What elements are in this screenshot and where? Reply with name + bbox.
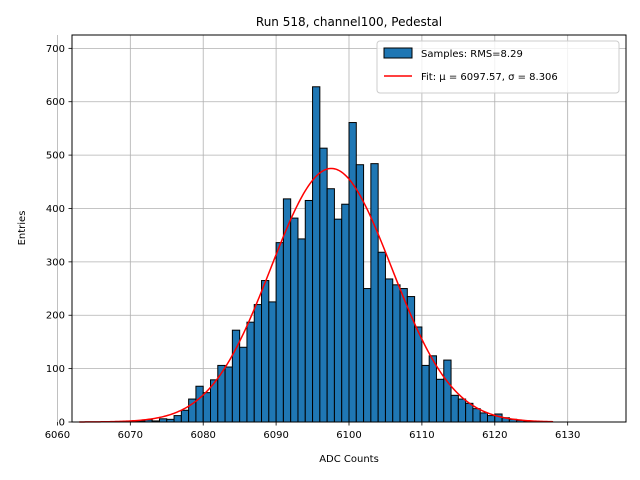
histogram-bar xyxy=(180,409,190,423)
y-tick-label: 200 xyxy=(46,311,65,322)
x-tick-label: 6060 xyxy=(45,430,70,441)
y-tick-label: 400 xyxy=(46,204,65,215)
histogram-bar xyxy=(253,304,263,423)
histogram-bar xyxy=(428,355,437,423)
histogram-bar xyxy=(384,278,394,423)
histogram-bar xyxy=(487,415,496,423)
histogram-bar xyxy=(326,188,335,423)
legend-fit-label: Fit: μ = 6097.57, σ = 8.306 xyxy=(421,72,558,83)
histogram-bars xyxy=(115,86,540,423)
histogram-bar xyxy=(319,147,328,423)
histogram-bar xyxy=(450,394,459,423)
histogram-bar xyxy=(202,392,211,423)
chart-title: Run 518, channel100, Pedestal xyxy=(256,15,442,29)
y-tick-label: 0 xyxy=(59,418,65,429)
y-tick-label: 500 xyxy=(46,151,65,162)
y-tick-label: 700 xyxy=(46,44,65,55)
histogram-bar xyxy=(457,398,467,423)
histogram-bar xyxy=(341,203,350,423)
histogram-bar xyxy=(472,408,481,423)
legend-box xyxy=(376,40,620,94)
legend: Samples: RMS=8.29 Fit: μ = 6097.57, σ = … xyxy=(376,40,620,94)
y-tick-label: 300 xyxy=(46,257,65,268)
fit-curve-group xyxy=(79,167,554,423)
legend-histogram-label: Samples: RMS=8.29 xyxy=(421,49,523,60)
histogram-bar xyxy=(399,288,408,423)
histogram-bar xyxy=(290,217,299,423)
x-axis-ticks: 6060 6070 6080 6090 6100 6110 6120 6130 xyxy=(45,422,580,441)
x-tick-label: 6090 xyxy=(263,430,288,441)
histogram-bar xyxy=(304,199,314,423)
histogram-bar xyxy=(479,412,489,423)
histogram-bar xyxy=(195,385,204,423)
x-tick-label: 6110 xyxy=(409,430,434,441)
histogram-bar xyxy=(312,86,321,423)
histogram-bar xyxy=(348,122,357,423)
gaussian-fit-curve xyxy=(79,167,554,423)
histogram-bar xyxy=(333,218,343,423)
histogram-bar xyxy=(355,164,365,423)
x-axis-label: ADC Counts xyxy=(319,454,379,465)
histogram-bar xyxy=(261,280,270,423)
histogram-bar xyxy=(224,366,233,423)
histogram-bar xyxy=(268,301,277,423)
x-tick-label: 6120 xyxy=(482,430,507,441)
y-tick-label: 600 xyxy=(46,97,65,108)
histogram-bar xyxy=(465,402,474,423)
y-axis-label: Entries xyxy=(17,211,28,246)
histogram-bar xyxy=(421,364,430,423)
histogram-bar xyxy=(443,359,452,423)
x-tick-label: 6130 xyxy=(555,430,580,441)
histogram-bar xyxy=(239,346,248,423)
x-tick-label: 6070 xyxy=(118,430,143,441)
x-tick-label: 6080 xyxy=(190,430,215,441)
histogram-bar xyxy=(363,288,372,423)
histogram-bar xyxy=(370,163,379,423)
histogram-bar xyxy=(246,321,255,423)
histogram-bar xyxy=(275,242,284,423)
histogram-bar xyxy=(392,284,401,423)
x-tick-label: 6100 xyxy=(336,430,361,441)
legend-bar-swatch xyxy=(383,47,413,59)
y-tick-label: 100 xyxy=(46,364,65,375)
histogram-bar xyxy=(435,378,445,423)
y-axis-ticks: 0 100 200 300 400 500 600 700 xyxy=(46,44,72,429)
histogram-bar xyxy=(414,326,423,423)
histogram-bar xyxy=(377,251,386,423)
histogram-bar xyxy=(173,415,182,423)
histogram-bar xyxy=(297,238,306,423)
